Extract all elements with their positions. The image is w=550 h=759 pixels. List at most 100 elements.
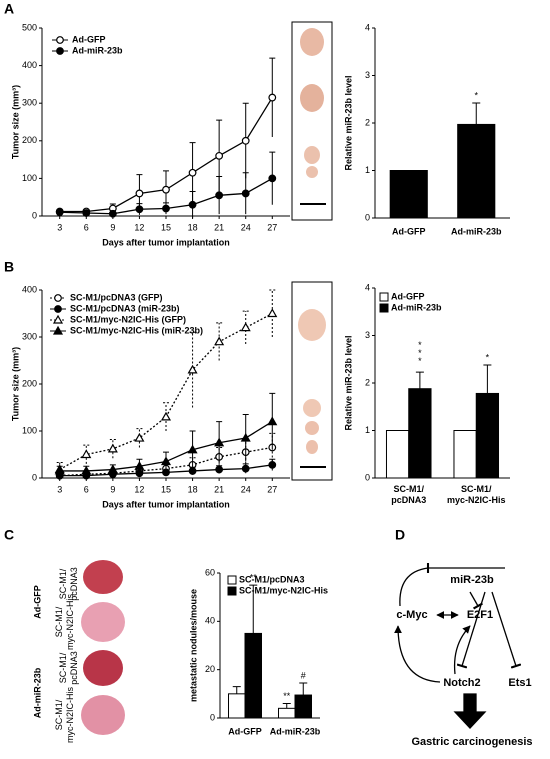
node-label: Ets1 (508, 677, 531, 689)
point (241, 464, 250, 473)
annotation: ** (250, 572, 258, 582)
y-tick-label: 400 (22, 284, 37, 294)
y-tick-label: 0 (365, 212, 370, 222)
legend-marker (54, 305, 62, 313)
y-tick-label: 1 (365, 425, 370, 435)
point (134, 461, 145, 470)
legend-label: Ad-GFP (72, 34, 106, 44)
annotation: * * * (418, 340, 422, 366)
point (108, 209, 117, 218)
x-tick-label: Ad-GFP (392, 226, 426, 236)
x-tick-label: 15 (161, 484, 171, 494)
point (134, 432, 145, 442)
x-tick-label: 21 (214, 484, 224, 494)
error-bar (56, 461, 63, 477)
y-tick-label: 0 (32, 210, 37, 220)
bar (294, 694, 312, 719)
error-bar (483, 364, 492, 394)
y-tick-label: 200 (22, 378, 37, 388)
y-tick-label: 2 (365, 117, 370, 127)
panel-label: B (4, 259, 14, 275)
legend-swatch (227, 586, 237, 596)
y-tick-label: 0 (32, 472, 37, 482)
point (188, 168, 197, 177)
point (82, 209, 91, 217)
legend-swatch (379, 292, 389, 302)
bar (228, 693, 246, 719)
legend-label: SC-M1/pcDNA3 (239, 574, 305, 584)
annotation: * (486, 352, 490, 362)
series-line (59, 312, 273, 471)
x-tick-label: 6 (84, 222, 89, 232)
y-tick-label: 4 (365, 22, 370, 32)
row-label: Ad-GFP (32, 585, 42, 619)
x-tick-label: 18 (188, 222, 198, 232)
panel-label: C (4, 527, 14, 543)
point (267, 416, 278, 426)
photo-lungs (81, 560, 125, 735)
annotation: ** (283, 691, 291, 701)
col-label: SC-M1/pcDNA3 (58, 651, 79, 685)
error-bar (472, 102, 481, 125)
legend-label: Ad-GFP (391, 291, 425, 301)
error-bar (216, 322, 223, 361)
x-tick-label: 9 (110, 484, 115, 494)
legend-label: SC-M1/pcDNA3 (GFP) (70, 292, 163, 302)
x-tick-label: 24 (241, 222, 251, 232)
legend-marker (56, 47, 64, 55)
y-axis-label: Tumor size (mm³) (10, 85, 20, 159)
point (135, 205, 144, 214)
point (240, 432, 251, 442)
bar (389, 170, 428, 219)
legend-swatch (379, 303, 389, 313)
panel-label: A (4, 1, 14, 17)
point (240, 322, 251, 332)
x-tick-label: 3 (57, 484, 62, 494)
x-tick-label: SC-M1/pcDNA3 (391, 484, 426, 505)
error-bar (415, 371, 424, 389)
col-label: SC-M1/pcDNA3 (58, 567, 79, 601)
x-tick-label: 12 (134, 222, 144, 232)
y-axis-label: Tumor size (mm³) (10, 347, 20, 421)
legend-marker (52, 325, 64, 335)
point (268, 93, 277, 102)
node-label: miR-23b (450, 574, 494, 586)
point (188, 467, 197, 475)
point (160, 411, 172, 421)
x-tick-label: Ad-GFP (228, 726, 262, 736)
error-bar (249, 584, 258, 634)
x-tick-label: 24 (241, 484, 251, 494)
x-tick-label: 3 (57, 222, 62, 232)
x-tick-label: 12 (134, 484, 144, 494)
bar (385, 430, 410, 479)
point (215, 465, 224, 474)
point (135, 189, 144, 198)
legend-marker (56, 36, 64, 44)
y-tick-label: 200 (22, 135, 37, 145)
legend-label: Ad-miR-23b (391, 302, 442, 312)
point (54, 465, 65, 475)
x-axis-label: Days after tumor implantation (102, 499, 230, 509)
y-tick-label: 0 (210, 712, 215, 722)
photo-tumors-a (291, 21, 333, 221)
legend-marker (54, 294, 62, 302)
point (241, 136, 250, 145)
point (162, 185, 170, 194)
legend-label: SC-M1/myc-N2IC-His (GFP) (70, 314, 186, 324)
point (268, 460, 277, 469)
annotation: # (301, 670, 306, 680)
y-tick-label: 2 (365, 377, 370, 387)
x-tick-label: 9 (110, 222, 115, 232)
y-tick-label: 4 (365, 282, 370, 292)
y-axis-label: Relative miR-23b level (343, 335, 353, 430)
legend-label: SC-M1/myc-N2IC-His (239, 585, 328, 595)
point (81, 465, 92, 475)
legend-swatch (227, 575, 237, 585)
y-tick-label: 300 (22, 98, 37, 108)
bar (408, 388, 432, 479)
col-label: SC-M1/myc-N2IC-His (54, 594, 75, 650)
legend-label: Ad-miR-23b (72, 45, 123, 55)
photo-tumors-b (291, 281, 333, 481)
x-tick-label: 15 (161, 222, 171, 232)
